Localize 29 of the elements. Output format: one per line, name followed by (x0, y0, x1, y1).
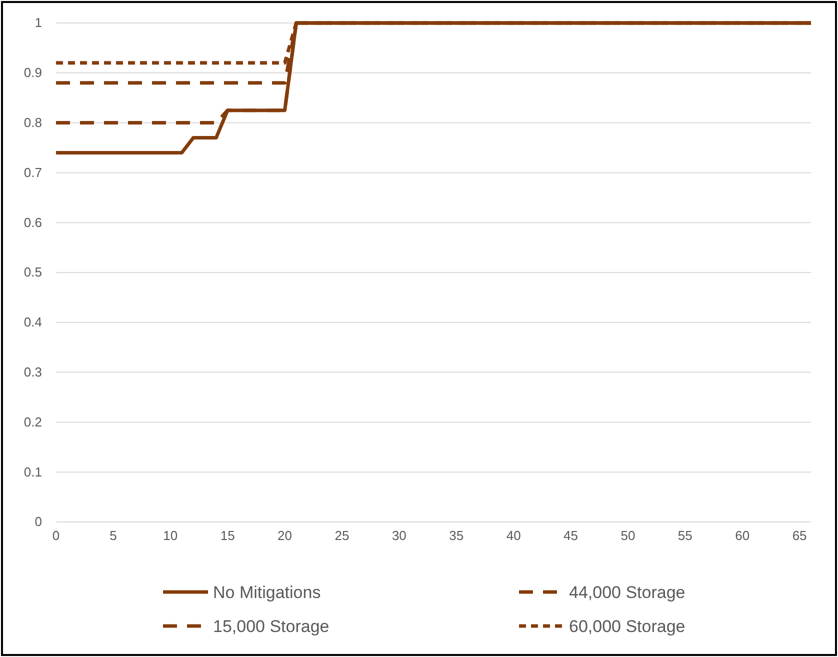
y-tick-label: 0.2 (24, 414, 42, 430)
y-tick-label: 0.3 (24, 364, 42, 380)
x-tick-label: 45 (564, 528, 578, 544)
x-tick-label: 0 (52, 528, 60, 544)
x-tick-label: 55 (678, 528, 692, 544)
y-tick-label: 0.4 (24, 314, 42, 330)
y-tick-label: 0.5 (24, 264, 42, 280)
x-tick-label: 30 (392, 528, 406, 544)
y-tick-label: 0 (34, 514, 42, 530)
y-tick-label: 0.6 (24, 214, 42, 230)
x-tick-label: 35 (449, 528, 464, 544)
x-tick-label: 25 (334, 528, 350, 544)
legend-label: No Mitigations (213, 583, 321, 602)
x-tick-label: 15 (220, 528, 235, 544)
y-tick-label: 0.9 (24, 65, 42, 80)
y-tick-label: 0.1 (24, 464, 42, 480)
legend-label: 44,000 Storage (569, 583, 686, 602)
x-tick-label: 50 (620, 528, 636, 544)
x-tick-label: 65 (792, 528, 807, 544)
legend-label: 60,000 Storage (569, 617, 686, 636)
x-tick-label: 5 (110, 528, 117, 544)
x-tick-label: 40 (506, 528, 521, 544)
x-tick-label: 10 (163, 528, 178, 544)
y-tick-label: 0.8 (24, 114, 42, 130)
x-tick-label: 60 (735, 528, 750, 544)
legend-label: 15,000 Storage (213, 617, 330, 636)
y-tick-label: 0.7 (24, 164, 42, 180)
x-tick-label: 20 (278, 528, 292, 544)
y-tick-label: 1 (34, 15, 42, 30)
